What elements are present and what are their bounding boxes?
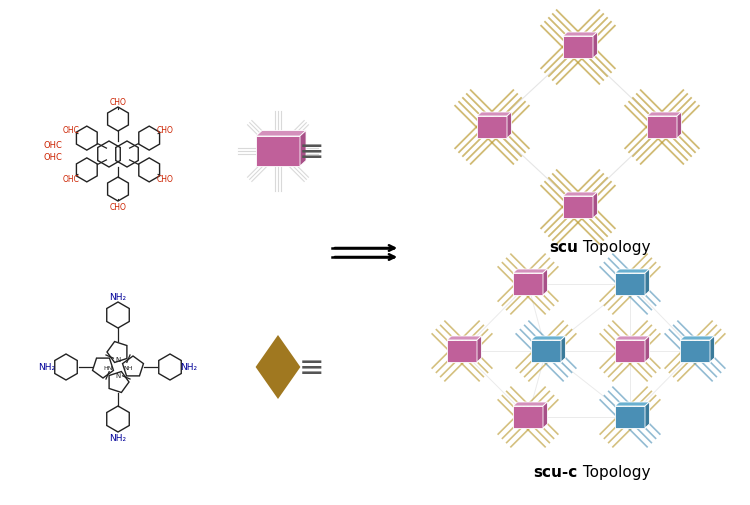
Text: ≡: ≡ xyxy=(299,353,325,382)
Polygon shape xyxy=(710,336,715,362)
Polygon shape xyxy=(593,33,598,59)
Text: NH₂: NH₂ xyxy=(38,363,56,372)
Text: scu: scu xyxy=(549,239,578,255)
Polygon shape xyxy=(256,137,300,167)
Polygon shape xyxy=(563,37,593,59)
Text: OHC: OHC xyxy=(44,140,62,149)
Polygon shape xyxy=(513,274,543,295)
Text: N: N xyxy=(116,372,121,378)
Polygon shape xyxy=(647,117,677,139)
Polygon shape xyxy=(615,274,645,295)
Polygon shape xyxy=(680,336,715,340)
Text: Topology: Topology xyxy=(578,239,650,255)
Polygon shape xyxy=(447,336,482,340)
Polygon shape xyxy=(447,340,477,362)
Text: scu-c: scu-c xyxy=(534,464,578,479)
Text: OHC: OHC xyxy=(62,126,80,135)
Polygon shape xyxy=(645,336,650,362)
Polygon shape xyxy=(256,335,301,399)
Polygon shape xyxy=(300,131,306,167)
Text: NH₂: NH₂ xyxy=(110,434,127,442)
Text: NH: NH xyxy=(123,365,133,370)
Polygon shape xyxy=(507,113,512,139)
Text: CHO: CHO xyxy=(110,97,127,106)
Text: ≡: ≡ xyxy=(299,137,325,166)
Polygon shape xyxy=(645,270,650,295)
Polygon shape xyxy=(647,113,682,117)
Polygon shape xyxy=(615,406,645,428)
Polygon shape xyxy=(563,33,598,37)
Polygon shape xyxy=(513,406,543,428)
Text: HN: HN xyxy=(104,365,112,370)
Polygon shape xyxy=(477,117,507,139)
Polygon shape xyxy=(531,340,561,362)
Text: OHC: OHC xyxy=(62,174,80,183)
Polygon shape xyxy=(477,113,512,117)
Text: OHC: OHC xyxy=(44,153,62,162)
Text: CHO: CHO xyxy=(110,203,127,212)
Text: CHO: CHO xyxy=(157,174,174,183)
Polygon shape xyxy=(677,113,682,139)
Text: NH₂: NH₂ xyxy=(181,363,197,372)
Polygon shape xyxy=(615,402,650,406)
Polygon shape xyxy=(543,270,548,295)
Polygon shape xyxy=(513,402,548,406)
Polygon shape xyxy=(615,340,645,362)
Text: Topology: Topology xyxy=(578,464,650,479)
Polygon shape xyxy=(593,192,598,219)
Polygon shape xyxy=(513,270,548,274)
Text: CHO: CHO xyxy=(157,126,174,135)
Polygon shape xyxy=(256,131,306,137)
Polygon shape xyxy=(563,196,593,219)
Polygon shape xyxy=(615,270,650,274)
Polygon shape xyxy=(615,336,650,340)
Polygon shape xyxy=(563,192,598,196)
Polygon shape xyxy=(561,336,566,362)
Polygon shape xyxy=(680,340,710,362)
Text: N: N xyxy=(116,357,121,362)
Polygon shape xyxy=(531,336,566,340)
Polygon shape xyxy=(645,402,650,428)
Text: NH₂: NH₂ xyxy=(110,292,127,301)
Polygon shape xyxy=(477,336,482,362)
Polygon shape xyxy=(543,402,548,428)
